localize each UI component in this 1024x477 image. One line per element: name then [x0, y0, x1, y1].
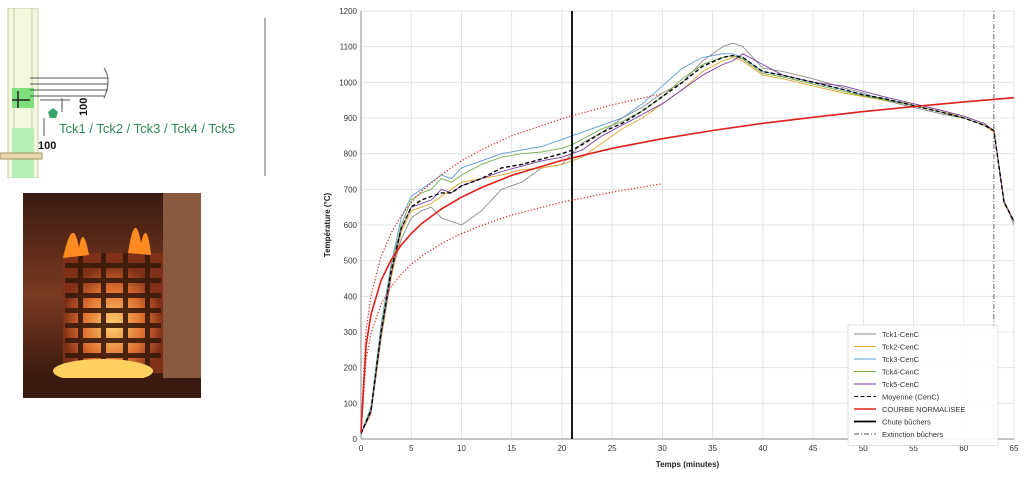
- y-tick-label: 1200: [339, 7, 357, 16]
- legend-entry: Tck2-CenC: [882, 343, 920, 352]
- x-tick-label: 45: [809, 444, 818, 453]
- x-tick-label: 55: [909, 444, 918, 453]
- y-tick-label: 200: [344, 364, 358, 373]
- y-tick-label: 600: [344, 221, 358, 230]
- legend-entry: Tck3-CenC: [882, 355, 920, 364]
- legend-entry: Tck5-CenC: [882, 380, 920, 389]
- x-tick-label: 60: [959, 444, 968, 453]
- dimension-horizontal: 100: [38, 140, 56, 152]
- fire-test-photo: [23, 193, 201, 398]
- x-tick-label: 35: [708, 444, 717, 453]
- y-tick-label: 500: [344, 257, 358, 266]
- y-tick-label: 300: [344, 328, 358, 337]
- legend: Tck1-CenC Tck2-CenC Tck3-CenC Tck4-CenC Tck5…: [847, 324, 999, 446]
- legend-entry: Tck4-CenC: [882, 368, 920, 377]
- series-reference-9: [360, 93, 663, 430]
- y-tick-label: 0: [353, 435, 358, 444]
- y-tick-label: 1000: [339, 78, 357, 87]
- legend-entry: Chute bûchers: [882, 418, 931, 427]
- series-tck5-cenc: [360, 53, 1015, 434]
- dimension-vertical: 100: [78, 98, 90, 116]
- legend-entry: COURBE NORMALISEE: [882, 405, 965, 414]
- y-tick-label: 900: [344, 114, 358, 123]
- y-tick-label: 700: [344, 185, 358, 194]
- x-tick-label: 10: [457, 444, 466, 453]
- y-tick-label: 400: [344, 292, 358, 301]
- x-axis-label: Temps (minutes): [656, 460, 720, 469]
- x-tick-label: 50: [859, 444, 868, 453]
- x-tick-label: 30: [658, 444, 667, 453]
- x-tick-label: 15: [507, 444, 516, 453]
- sensor-schematic: 100 100 Tck1 / Tck2 / Tck3 / Tck4 / Tck5: [0, 8, 266, 178]
- series-courbe-normalisee: [360, 96, 1015, 432]
- x-tick-label: 5: [409, 444, 414, 453]
- x-tick-label: 25: [608, 444, 617, 453]
- sensor-label: Tck1 / Tck2 / Tck3 / Tck4 / Tck5: [59, 121, 235, 136]
- legend-entry: Moyenne (CenC): [882, 393, 940, 402]
- legend-box: [847, 324, 999, 446]
- y-axis-label: Température (°C): [323, 192, 332, 257]
- y-tick-label: 1100: [340, 43, 358, 52]
- series-group: [360, 11, 1015, 439]
- legend-entry: Extinction bûchers: [882, 430, 944, 439]
- series-moyenne-cenc: [360, 54, 1015, 434]
- x-tick-label: 0: [359, 444, 364, 453]
- y-tick-label: 800: [344, 150, 358, 159]
- x-tick-label: 40: [758, 444, 767, 453]
- y-tick-label: 100: [344, 399, 358, 408]
- series-tck1-cenc: [360, 42, 1015, 434]
- x-tick-label: 65: [1010, 444, 1019, 453]
- x-tick-label: 20: [557, 444, 566, 453]
- temperature-chart: 0 5 10 15 20 25 30 35 40 45 50 55 60 65 0 100 200 300 400 5…: [323, 7, 1019, 469]
- legend-entry: Tck1-CenC: [882, 330, 920, 339]
